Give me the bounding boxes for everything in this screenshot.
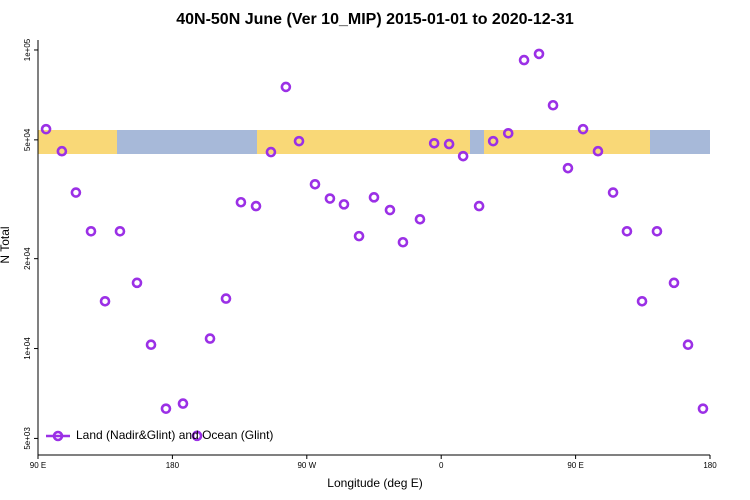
point — [309, 178, 321, 190]
y-axis-label: N Total — [0, 226, 12, 263]
point — [651, 226, 663, 237]
point — [621, 226, 633, 237]
x-tick-label: 90 E — [30, 461, 46, 470]
point — [114, 226, 126, 237]
x-tick-label: 90 W — [297, 461, 316, 470]
point — [473, 200, 485, 212]
point — [368, 192, 380, 203]
point — [177, 398, 189, 409]
point — [131, 277, 143, 289]
point — [487, 135, 499, 147]
x-tick-label: 90 E — [567, 461, 583, 470]
point — [145, 339, 157, 351]
point — [56, 145, 68, 157]
point — [40, 123, 52, 135]
point — [533, 48, 545, 60]
legend-label: Land (Nadir&Glint) and Ocean (Glint) — [76, 428, 273, 442]
point — [280, 81, 292, 93]
land — [430, 130, 470, 154]
x-axis-label: Longitude (deg E) — [327, 476, 422, 490]
point — [697, 403, 709, 414]
point — [220, 293, 232, 304]
point — [414, 213, 426, 225]
point — [457, 150, 469, 162]
x-tick-label: 180 — [166, 461, 180, 470]
y-tick-label: 5e+04 — [23, 128, 32, 151]
point — [99, 295, 111, 307]
point — [502, 127, 514, 139]
point — [607, 187, 619, 198]
point — [577, 123, 589, 135]
land — [257, 130, 430, 154]
chart-title: 40N-50N June (Ver 10_MIP) 2015-01-01 to … — [176, 11, 574, 28]
point — [70, 187, 82, 198]
point — [592, 145, 604, 157]
point — [353, 230, 365, 242]
point — [518, 54, 530, 66]
map-strip — [38, 130, 710, 154]
y-tick-label: 1e+05 — [23, 38, 32, 61]
point — [250, 200, 262, 212]
y-tick-label: 2e+04 — [23, 247, 32, 270]
point — [160, 403, 172, 414]
point — [235, 196, 247, 208]
point — [191, 430, 203, 442]
point — [682, 339, 694, 351]
point — [428, 137, 440, 149]
point — [668, 277, 680, 289]
y-tick-label: 5e+03 — [23, 427, 32, 450]
x-tick-label: 180 — [703, 461, 717, 470]
point — [204, 333, 216, 344]
point — [324, 193, 336, 204]
legend-marker — [52, 430, 64, 442]
land — [484, 130, 650, 154]
point — [443, 138, 455, 150]
point — [636, 295, 648, 307]
point — [265, 146, 277, 158]
point — [384, 204, 396, 216]
point — [547, 99, 559, 111]
point — [338, 199, 350, 210]
x-tick-label: 0 — [439, 461, 444, 470]
y-tick-label: 1e+04 — [23, 337, 32, 360]
point — [397, 236, 409, 248]
point — [293, 135, 305, 147]
land — [38, 130, 117, 154]
point — [85, 226, 97, 237]
point — [562, 162, 574, 174]
